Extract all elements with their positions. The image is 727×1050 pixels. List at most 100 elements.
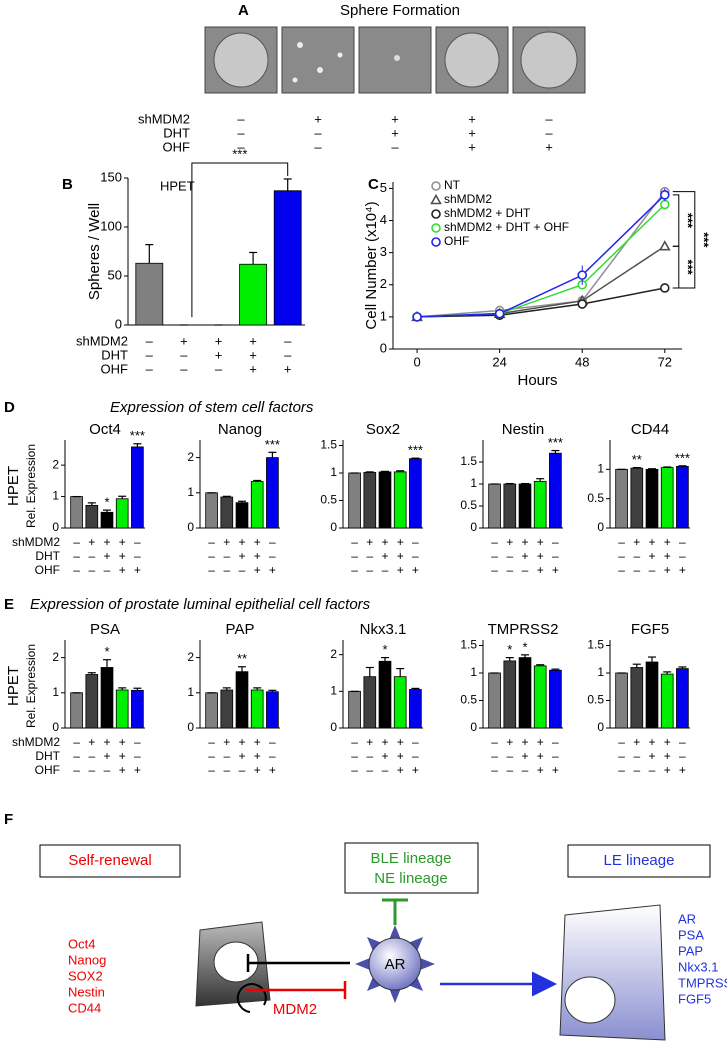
box-label: LE lineage [604, 852, 675, 869]
treatment-sign: + [633, 735, 640, 749]
bar [205, 492, 218, 529]
bar [630, 667, 644, 729]
y-tick-label: 3 [380, 244, 387, 259]
treatment-sign: + [537, 749, 544, 763]
treatment-sign: + [679, 563, 686, 577]
y-tick-label: 1 [470, 665, 477, 679]
factor: Oct4 [68, 936, 95, 951]
treatment-sign: + [103, 735, 110, 749]
legend-label: shMDM2 + DHT + OHF [444, 220, 569, 234]
chart-title: Sox2 [366, 421, 400, 438]
significance: * [104, 644, 109, 659]
treatment-sign: – [208, 549, 215, 563]
y-axis-label: Rel. Expression [24, 444, 38, 528]
treatment-sign: – [146, 347, 154, 362]
bar [488, 483, 501, 529]
bar [660, 673, 674, 729]
significance: *** [675, 450, 690, 465]
treatment-sign: – [88, 763, 95, 777]
treatment-sign: + [269, 563, 276, 577]
y-tick-label: 50 [108, 267, 122, 282]
panel-title: Expression of prostate luminal epithelia… [30, 596, 371, 613]
treatment-sign: + [412, 763, 419, 777]
bar [85, 674, 99, 729]
treatment-sign: + [679, 763, 686, 777]
arrow-label: MDM2 [273, 1001, 317, 1018]
y-tick-label: 1 [380, 308, 387, 323]
box [39, 844, 181, 878]
treatment-sign: + [648, 749, 655, 763]
bar [378, 660, 392, 729]
treatment-sign: + [521, 549, 528, 563]
treatment-sign: – [618, 763, 625, 777]
treatment-sign: – [208, 735, 215, 749]
treatment-sign: – [223, 549, 230, 563]
y-tick-label: 0.5 [460, 693, 477, 707]
treatment-sign: + [664, 749, 671, 763]
y-tick-label: 1 [330, 465, 337, 479]
treatment-sign: + [223, 535, 230, 549]
treatment-sign: – [618, 749, 625, 763]
treatment-sign: + [506, 735, 513, 749]
point [659, 283, 670, 293]
treatment-sign: – [491, 763, 498, 777]
factor: PAP [678, 943, 703, 958]
factor: Nkx3.1 [678, 959, 718, 974]
treatment-sign: + [238, 549, 245, 563]
y-tick-label: 0 [597, 520, 604, 534]
bar [378, 471, 392, 529]
treatment-sign: – [391, 139, 399, 154]
bar [363, 676, 377, 729]
treatment-sign: + [238, 735, 245, 749]
panel-label: B [62, 176, 73, 193]
y-tick-label: 2 [52, 457, 59, 471]
panel-label: C [368, 176, 379, 193]
treatment-sign: + [134, 563, 141, 577]
treatment-sign: – [104, 763, 111, 777]
treatment-sign: – [633, 549, 640, 563]
treatment-sign: – [351, 763, 358, 777]
treatment-sign: – [223, 563, 230, 577]
treatment-sign: + [314, 111, 322, 126]
bar [348, 690, 361, 729]
treatment-sign: + [537, 735, 544, 749]
treatment-sign: – [314, 139, 322, 154]
treatment-sign: – [552, 535, 559, 549]
treatment-sign: – [208, 535, 215, 549]
treatment-sign: – [134, 535, 141, 549]
y-tick-label: 4 [380, 212, 387, 227]
y-tick-label: 5 [380, 180, 387, 195]
treatment-sign: – [73, 549, 80, 563]
line [417, 287, 665, 318]
point [658, 240, 671, 251]
row-label: HPET [5, 666, 22, 706]
legend-label: shMDM2 + DHT [444, 206, 531, 220]
significance: * [507, 642, 512, 657]
point [659, 199, 670, 210]
treatment-sign: – [104, 563, 111, 577]
treatment-sign: + [119, 763, 126, 777]
treatment-sign: + [249, 333, 257, 348]
treatment-sign: + [269, 763, 276, 777]
treatment-sign: – [351, 749, 358, 763]
factor: CD44 [68, 1000, 101, 1015]
chart-title: FGF5 [631, 621, 669, 638]
panel-label: A [238, 2, 249, 19]
treatment-sign: + [664, 549, 671, 563]
significance: ** [237, 651, 247, 666]
treatment-sign: + [397, 735, 404, 749]
factor: TMPRSS2 [678, 975, 727, 990]
bar [533, 480, 547, 529]
treatment-sign: + [249, 347, 257, 362]
panel-label: F [4, 811, 13, 828]
treatment-name: DHT [101, 347, 128, 362]
y-tick-label: 0 [597, 720, 604, 734]
bar [100, 511, 114, 529]
y-tick-label: 0 [380, 340, 387, 355]
treatment-sign: + [397, 549, 404, 563]
treatment-sign: – [73, 735, 80, 749]
bar [273, 190, 302, 326]
treatment-name: OHF [101, 361, 129, 376]
treatment-sign: + [215, 347, 223, 362]
significance: *** [548, 435, 563, 450]
